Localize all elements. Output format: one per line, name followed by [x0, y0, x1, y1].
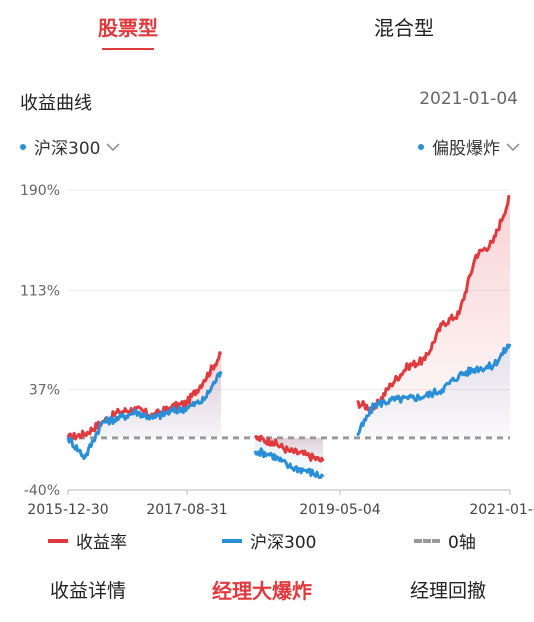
tab-hybrid[interactable]: 混合型 — [374, 12, 434, 41]
y-tick-label: 190% — [20, 183, 60, 199]
y-tick-label: 113% — [20, 283, 60, 299]
legend-label-zero: 0轴 — [448, 533, 476, 553]
tab-manager-explosion-label: 经理大爆炸 — [212, 579, 312, 603]
legend-swatch-benchmark — [222, 538, 242, 543]
category-selector-label: 偏股爆炸 — [432, 139, 500, 159]
benchmark-selector-label: 沪深300 — [34, 139, 101, 159]
benchmark-dot-icon — [20, 143, 26, 150]
fund-type-tabs: 股票型 混合型 — [0, 0, 534, 60]
tab-manager-explosion[interactable]: 经理大爆炸 — [212, 575, 312, 604]
return-series-line — [253, 434, 325, 463]
date-label: 2021-01-04 — [419, 89, 518, 109]
series-area — [357, 343, 510, 438]
return-chart: 190% 113% 37% -40% 2015-12-30 2017-08-31 2019-… — [0, 170, 534, 520]
section-title: 收益曲线 — [20, 93, 92, 114]
benchmark-series-line — [66, 370, 223, 460]
legend-label-return: 收益率 — [76, 533, 127, 553]
legend-item-return[interactable]: 收益率 — [48, 528, 127, 553]
chevron-down-icon — [506, 137, 520, 157]
legend-item-benchmark[interactable]: 沪深300 — [222, 528, 316, 553]
y-tick-label: 37% — [29, 383, 60, 399]
tab-stock[interactable]: 股票型 — [98, 12, 158, 50]
benchmark-series-line — [253, 447, 325, 480]
series-area — [255, 437, 323, 478]
benchmark-selector[interactable]: 沪深300 — [20, 134, 120, 159]
tab-manager-drawdown[interactable]: 经理回撤 — [410, 576, 486, 603]
category-selector[interactable]: 偏股爆炸 — [418, 134, 520, 159]
benchmark-series-line — [356, 343, 512, 437]
x-tick-label: 2021-01-04 — [469, 502, 534, 518]
legend-item-zero[interactable]: 0轴 — [414, 528, 476, 553]
tab-stock-label: 股票型 — [98, 16, 158, 40]
legend-swatch-return — [48, 538, 68, 543]
return-chart-svg: 190% 113% 37% -40% 2015-12-30 2017-08-31 2019-… — [20, 183, 534, 518]
return-series-line — [356, 194, 511, 412]
legend-swatch-zero — [414, 538, 440, 543]
chevron-down-icon — [106, 137, 120, 157]
active-tab-indicator — [102, 48, 154, 50]
legend-label-benchmark: 沪深300 — [250, 533, 317, 553]
tab-return-details[interactable]: 收益详情 — [50, 576, 126, 603]
category-dot-icon — [418, 143, 424, 150]
x-tick-label: 2017-08-31 — [146, 502, 227, 518]
tab-return-details-label: 收益详情 — [50, 580, 127, 602]
x-tick-label: 2019-05-04 — [299, 502, 380, 518]
chart-legend: 收益率 沪深300 0轴 — [0, 528, 534, 554]
y-tick-label: -40% — [24, 483, 60, 499]
tab-hybrid-label: 混合型 — [374, 16, 434, 40]
bottom-tabs: 收益详情 经理大爆炸 经理回撤 — [0, 576, 534, 606]
x-tick-label: 2015-12-30 — [27, 502, 108, 518]
tab-manager-drawdown-label: 经理回撤 — [410, 580, 487, 602]
